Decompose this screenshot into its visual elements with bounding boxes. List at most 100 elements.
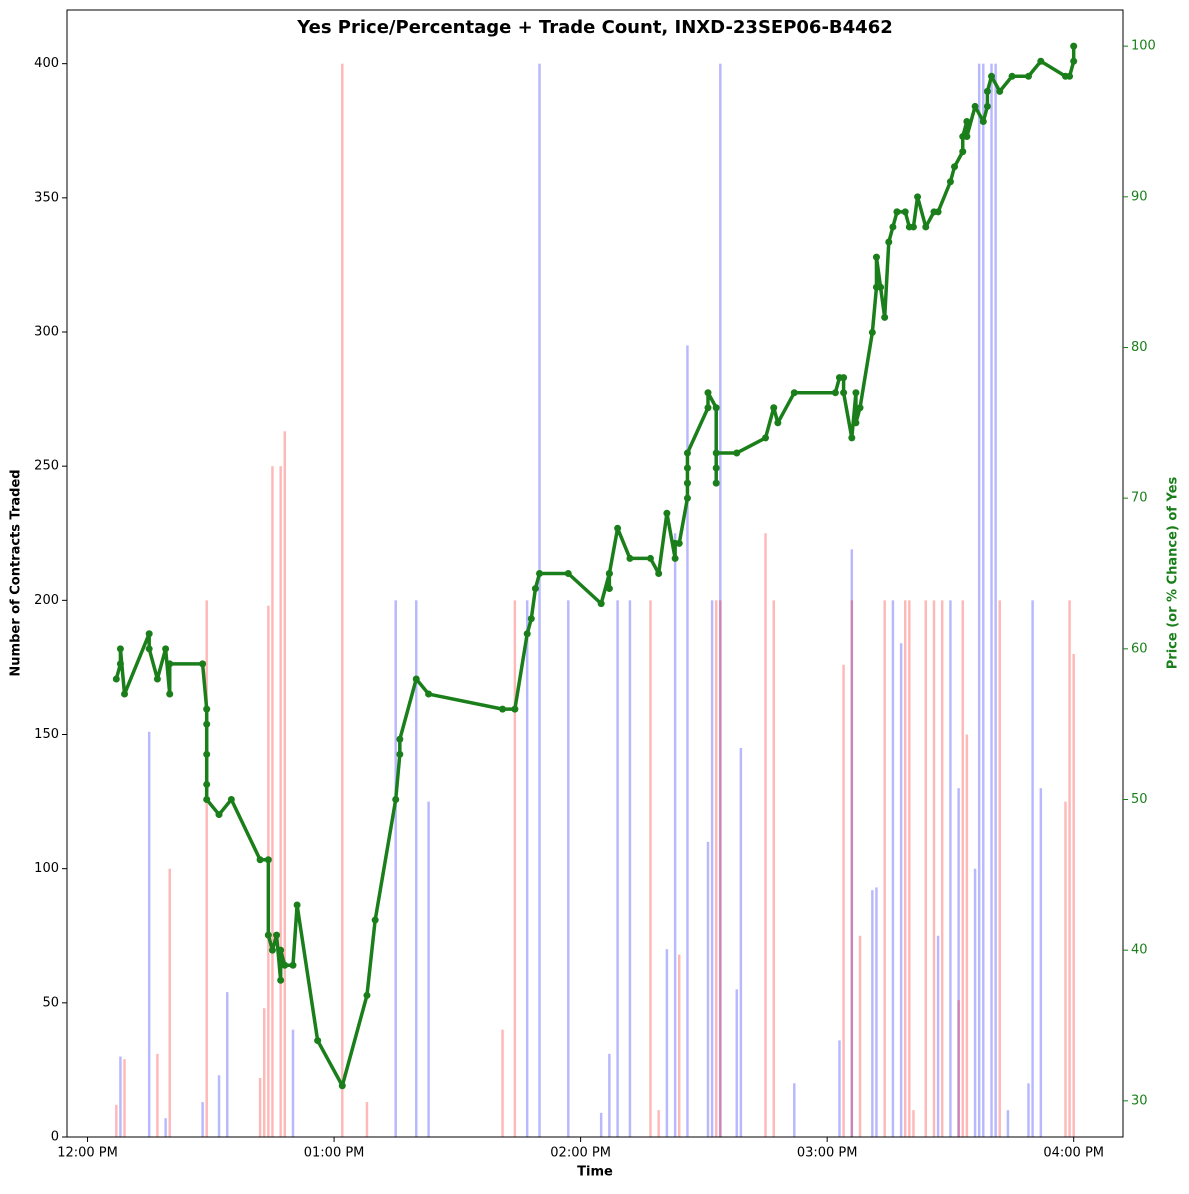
x-tick-label: 12:00 PM bbox=[57, 1146, 118, 1161]
bar bbox=[427, 801, 430, 1137]
bar bbox=[912, 1110, 915, 1137]
bar bbox=[764, 533, 767, 1137]
price-marker bbox=[671, 554, 679, 562]
price-marker bbox=[683, 494, 691, 502]
price-marker bbox=[1024, 72, 1032, 80]
price-marker bbox=[227, 796, 235, 804]
price-marker bbox=[712, 479, 720, 487]
y-tick-label: 400 bbox=[34, 56, 59, 71]
bar bbox=[850, 549, 854, 1137]
price-marker bbox=[733, 449, 741, 457]
bar bbox=[123, 1059, 126, 1137]
bar bbox=[686, 345, 689, 1138]
price-marker bbox=[646, 554, 654, 562]
price-marker bbox=[683, 464, 691, 472]
price-marker bbox=[314, 1037, 322, 1045]
price-marker bbox=[881, 313, 889, 321]
price-marker bbox=[145, 630, 153, 638]
y2-axis-label: Price (or % Chance) of Yes bbox=[1166, 476, 1181, 669]
bar bbox=[990, 63, 993, 1138]
y-tick-label: 200 bbox=[34, 593, 59, 608]
bar bbox=[1031, 600, 1034, 1137]
price-marker bbox=[203, 705, 211, 713]
price-marker bbox=[663, 509, 671, 517]
bar bbox=[949, 600, 952, 1137]
price-marker bbox=[425, 690, 433, 698]
price-marker bbox=[392, 796, 400, 804]
bar bbox=[291, 1029, 295, 1137]
bar bbox=[735, 989, 738, 1137]
price-marker bbox=[840, 374, 848, 382]
bar bbox=[936, 935, 940, 1137]
price-marker bbox=[959, 148, 967, 156]
price-marker bbox=[338, 1082, 346, 1090]
bar bbox=[164, 1118, 167, 1137]
y2-tick-label: 90 bbox=[1131, 189, 1148, 204]
y2-tick-label: 50 bbox=[1131, 792, 1148, 807]
bar bbox=[538, 63, 541, 1138]
bar bbox=[924, 600, 928, 1137]
bar bbox=[871, 890, 874, 1137]
price-marker bbox=[203, 720, 211, 728]
price-marker bbox=[499, 705, 507, 713]
x-tick-label: 01:00 PM bbox=[304, 1146, 365, 1161]
price-marker bbox=[116, 645, 124, 653]
bar bbox=[1072, 654, 1075, 1137]
price-marker bbox=[840, 389, 848, 397]
price-marker bbox=[1070, 57, 1078, 65]
bar bbox=[226, 992, 229, 1137]
price-marker bbox=[256, 856, 264, 864]
price-marker bbox=[536, 570, 544, 577]
price-marker bbox=[626, 554, 634, 562]
price-marker bbox=[901, 208, 909, 216]
bar bbox=[365, 1102, 369, 1137]
price-marker bbox=[121, 690, 129, 698]
price-marker bbox=[963, 133, 971, 141]
price-marker bbox=[704, 389, 712, 397]
bar bbox=[649, 600, 652, 1137]
bar bbox=[657, 1110, 660, 1137]
bar bbox=[156, 1053, 159, 1137]
bar bbox=[932, 600, 936, 1137]
price-marker bbox=[655, 570, 663, 577]
price-marker bbox=[712, 404, 720, 412]
price-marker bbox=[983, 102, 991, 110]
price-marker bbox=[531, 585, 539, 593]
bar bbox=[513, 600, 517, 1137]
bar bbox=[940, 600, 944, 1137]
y-tick-label: 50 bbox=[42, 995, 59, 1010]
price-marker bbox=[273, 931, 281, 939]
y-tick-label: 300 bbox=[34, 325, 59, 340]
bar bbox=[665, 949, 669, 1137]
price-marker bbox=[293, 901, 301, 909]
price-marker bbox=[215, 811, 223, 819]
price-marker bbox=[199, 660, 207, 668]
price-marker bbox=[712, 449, 720, 457]
price-marker bbox=[1066, 72, 1074, 80]
price-marker bbox=[605, 570, 613, 577]
bar bbox=[994, 63, 997, 1138]
bar bbox=[899, 643, 903, 1137]
bar bbox=[525, 600, 529, 1137]
price-marker bbox=[511, 705, 519, 713]
bar bbox=[283, 431, 287, 1137]
price-marker bbox=[614, 524, 622, 532]
price-marker bbox=[363, 991, 371, 999]
bar bbox=[793, 1083, 796, 1137]
price-marker bbox=[914, 193, 922, 201]
bar bbox=[850, 600, 854, 1137]
price-marker bbox=[268, 946, 276, 954]
price-marker bbox=[523, 630, 531, 638]
bar bbox=[217, 1075, 221, 1137]
bar bbox=[394, 600, 397, 1137]
price-marker bbox=[605, 585, 613, 593]
price-marker bbox=[971, 102, 979, 110]
price-marker bbox=[868, 328, 876, 336]
price-marker bbox=[852, 419, 860, 427]
price-marker bbox=[145, 645, 153, 653]
bar bbox=[710, 600, 714, 1137]
bar bbox=[957, 1000, 960, 1137]
price-marker bbox=[264, 931, 272, 939]
bar bbox=[772, 600, 775, 1137]
